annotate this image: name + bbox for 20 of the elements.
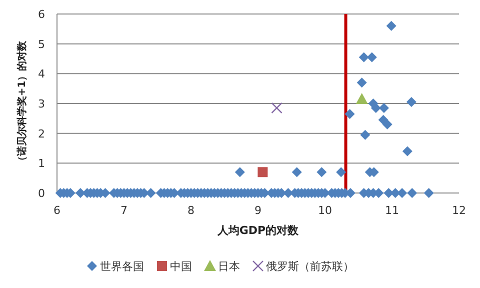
legend-label: 俄罗斯（前苏联） [266, 260, 354, 273]
y-tick-label: 1 [38, 157, 45, 170]
x-tick-label: 8 [188, 204, 194, 217]
x-tick-label: 9 [254, 204, 262, 217]
legend-label: 世界各国 [100, 260, 144, 273]
legend-label: 日本 [218, 260, 240, 273]
legend-label: 中国 [170, 260, 192, 273]
x-tick-label: 12 [452, 204, 466, 217]
x-tick-label: 6 [54, 204, 60, 217]
y-tick-label: 2 [38, 127, 45, 140]
x-tick-label: 11 [385, 204, 399, 217]
y-axis-title: （诺贝尔科学奖+1）的对数 [16, 40, 28, 166]
x-axis-title: 人均GDP的对数 [216, 224, 300, 237]
y-tick-label: 3 [38, 98, 45, 110]
y-tick-label: 5 [38, 38, 45, 51]
x-tick-label: 10 [318, 204, 332, 217]
y-tick-label: 6 [38, 8, 45, 21]
y-tick-label: 4 [38, 68, 45, 81]
x-tick-label: 7 [120, 204, 128, 217]
y-tick-label: 0 [38, 187, 45, 200]
